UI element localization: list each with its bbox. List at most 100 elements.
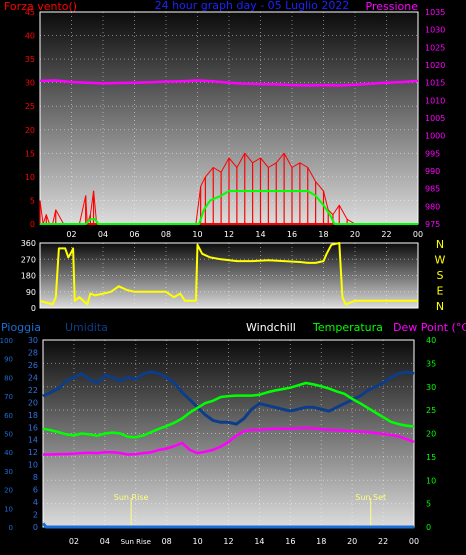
hour-tick-label: 22 <box>381 230 391 239</box>
humidity-scale-tick-label: 0 <box>33 523 38 532</box>
pressure-axis-tick-label: 1020 <box>425 61 445 70</box>
rain-tick-label: 80 <box>4 374 13 382</box>
humidity-scale-tick-label: 16 <box>28 423 38 432</box>
hour-tick-label: 10 <box>192 230 202 239</box>
hour-tick-label: 02 <box>69 537 79 546</box>
rain-tick-label: 40 <box>4 449 13 457</box>
rain-tick-label: 70 <box>4 393 13 401</box>
temperature-tick-label: 10 <box>426 476 436 485</box>
humidity-scale-tick-label: 2 <box>33 511 38 520</box>
humidity-scale-tick-label: 20 <box>28 398 38 407</box>
temperature-line <box>42 381 415 439</box>
humidity-scale-tick-label: 22 <box>28 386 38 395</box>
wind-axis-tick-label: 45 <box>25 8 35 17</box>
windchill-legend-label: Windchill <box>246 321 296 334</box>
hour-tick-label: 20 <box>347 537 357 546</box>
sunrise-label: Sun Rise <box>114 493 149 502</box>
rain-legend-label: Pioggia <box>1 321 41 334</box>
rain-tick-label: 50 <box>4 431 13 439</box>
wind-gust-line <box>40 190 418 225</box>
hour-tick-label: 04 <box>98 230 108 239</box>
humidity-scale-tick-label: 18 <box>28 411 38 420</box>
hour-tick-label: 18 <box>316 537 326 546</box>
direction-tick-label: 270 <box>21 255 36 264</box>
humidity-scale-tick-label: 26 <box>28 361 38 370</box>
wind-direction-plot-area <box>39 242 419 309</box>
hour-tick-label: 20 <box>350 230 360 239</box>
humidity-scale-tick-label: 6 <box>33 486 38 495</box>
hour-tick-label: 16 <box>287 230 297 239</box>
temperature-tick-label: 40 <box>426 336 436 345</box>
rain-tick-label: 100 <box>0 337 13 345</box>
pressure-axis-tick-label: 1000 <box>425 132 445 141</box>
wind-axis-tick-label: 10 <box>25 173 35 182</box>
wind-axis-tick-label: 15 <box>25 149 35 158</box>
hour-tick-label: 16 <box>285 537 295 546</box>
humidity-scale-tick-label: 28 <box>28 348 38 357</box>
pressure-axis-tick-label: 980 <box>425 202 440 211</box>
pressure-axis-tick-label: 990 <box>425 167 440 176</box>
direction-tick-label: 180 <box>21 272 36 281</box>
hour-tick-label: 22 <box>378 537 388 546</box>
compass-label: N <box>436 300 444 313</box>
hour-tick-label: 04 <box>100 537 110 546</box>
wind-axis-tick-label: 0 <box>30 220 35 229</box>
hour-tick-label: 02 <box>66 230 76 239</box>
rain-tick-label: 10 <box>4 505 13 513</box>
rain-tick-label: 90 <box>4 356 13 364</box>
rain-tick-label: 30 <box>4 468 13 476</box>
humidity-scale-tick-label: 24 <box>28 373 38 382</box>
wind-direction-line <box>39 242 418 306</box>
direction-tick-label: 90 <box>26 288 36 297</box>
hour-tick-label: 12 <box>224 230 234 239</box>
hour-tick-label: 14 <box>254 537 264 546</box>
humidity-scale-tick-label: 8 <box>33 473 38 482</box>
hour-tick-label: 18 <box>318 230 328 239</box>
temperature-tick-label: 20 <box>426 430 436 439</box>
temperature-tick-label: 25 <box>426 406 436 415</box>
direction-tick-label: 360 <box>21 239 36 248</box>
temperature-legend-label: Temperatura <box>312 321 383 334</box>
humidity-scale-tick-label: 14 <box>28 436 38 445</box>
hour-tick-label: 00 <box>409 537 419 546</box>
sunrise-tick-label: Sun Rise <box>121 538 151 546</box>
rain-line <box>41 522 414 529</box>
humidity-scale-tick-label: 12 <box>28 448 38 457</box>
dewpoint-line <box>43 426 415 456</box>
wind-axis-tick-label: 25 <box>25 102 35 111</box>
sunset-label: Sun Set <box>355 493 386 502</box>
humidity-scale-tick-label: 30 <box>28 336 38 345</box>
pressure-axis-tick-label: 1035 <box>425 8 445 17</box>
pressure-axis-tick-label: 1030 <box>425 26 445 35</box>
dewpoint-legend-label: Dew Point (°C) <box>393 321 466 334</box>
chart-title: 24 hour graph day - 05 Luglio 2022 <box>155 0 350 12</box>
pressure-axis-tick-label: 1025 <box>425 43 445 52</box>
wind-axis-tick-label: 30 <box>25 79 35 88</box>
humidity-scale-tick-label: 10 <box>28 461 38 470</box>
hour-tick-label: 12 <box>223 537 233 546</box>
rain-tick-label: 60 <box>4 412 13 420</box>
temperature-tick-label: 35 <box>426 359 436 368</box>
pressure-axis-tick-label: 995 <box>425 149 440 158</box>
temperature-tick-label: 5 <box>426 500 431 509</box>
pressure-axis-tick-label: 1005 <box>425 114 445 123</box>
wind-axis-tick-label: 35 <box>25 55 35 64</box>
hour-tick-label: 00 <box>413 230 423 239</box>
wind-axis-title: Forza vento() <box>4 0 77 13</box>
pressure-axis-tick-label: 975 <box>425 220 440 229</box>
compass-label: N <box>436 238 444 251</box>
compass-label: W <box>435 254 446 267</box>
pressure-axis-tick-label: 1010 <box>425 96 445 105</box>
wind-axis-tick-label: 5 <box>30 196 35 205</box>
direction-tick-label: 0 <box>31 304 36 313</box>
humidity-scale-tick-label: 4 <box>33 498 38 507</box>
humidity-legend-label: Umidita <box>65 321 108 334</box>
hour-tick-label: 14 <box>255 230 265 239</box>
temperature-tick-label: 0 <box>426 523 431 532</box>
hour-tick-label: 08 <box>162 537 172 546</box>
compass-label: E <box>437 285 444 298</box>
temperature-tick-label: 15 <box>426 453 436 462</box>
rain-tick-label: 0 <box>9 524 13 532</box>
